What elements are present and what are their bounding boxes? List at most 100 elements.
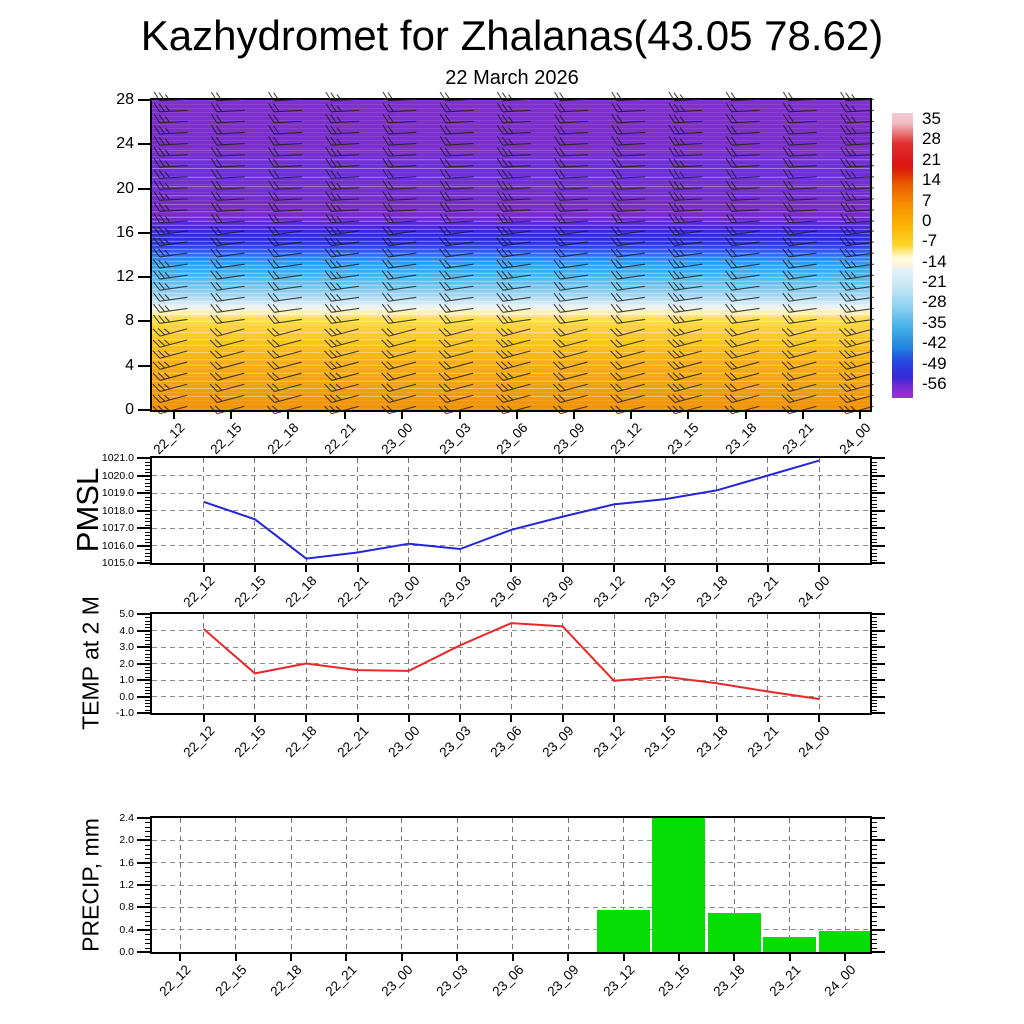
y-tick-label: 0.8 [119, 901, 134, 914]
precip-panel: 2.4 2.0 1.6 1.2 0.8 0.4 0.0 [119, 812, 885, 961]
wind-barb [839, 237, 874, 247]
v-gridline [203, 458, 205, 563]
wind-barb [667, 292, 703, 302]
top-x-tick [344, 412, 347, 419]
x-tick [459, 565, 462, 572]
y-tick-minor-right [872, 627, 877, 629]
wind-barb [153, 281, 188, 291]
wind-barb [210, 147, 245, 157]
wind-barb [725, 314, 760, 324]
wind-barb [495, 405, 531, 415]
wind-barb [268, 102, 303, 113]
wind-barb [839, 281, 874, 291]
wind-barb [325, 124, 360, 135]
y-tick-minor-right [872, 656, 877, 658]
colorbar-label: -49 [922, 353, 947, 373]
wind-barb [381, 394, 417, 404]
wind-barb [266, 361, 302, 370]
wind-barb [153, 213, 188, 224]
wind-barb [495, 383, 531, 393]
wind-barb [324, 405, 359, 415]
wind-barb [611, 91, 646, 102]
x-tick [818, 565, 821, 572]
wind-barb [438, 383, 474, 393]
y-tick-minor-right [872, 653, 877, 655]
h-gridline [152, 862, 870, 864]
x-tick [407, 565, 410, 572]
wind-barb [439, 292, 474, 302]
y-tick-major-right [872, 457, 885, 459]
y-tick-minor-left [145, 670, 150, 672]
y-tick-major-right [872, 951, 885, 953]
x-tick [622, 954, 625, 961]
wind-barb [667, 383, 703, 393]
pmsl-line [203, 459, 820, 560]
wind-barb [381, 339, 417, 348]
y-tick-minor-right [872, 482, 877, 484]
y-tick-minor-right [872, 486, 877, 487]
y-tick-minor-right [872, 496, 877, 498]
top-y-tick [138, 364, 150, 367]
wind-barb [496, 91, 531, 102]
y-tick-major-left [137, 509, 150, 512]
contour-line [152, 320, 870, 322]
wind-barb [668, 191, 703, 201]
y-tick-major-right [872, 646, 885, 648]
wind-barb [268, 158, 303, 168]
wind-barb [782, 202, 817, 212]
v-gridline [664, 458, 666, 563]
wind-barb [725, 191, 760, 201]
wind-barb [325, 191, 360, 201]
wind-barb [438, 405, 474, 415]
wind-barb [153, 180, 188, 190]
contour-line [152, 314, 870, 316]
wind-barb [781, 339, 817, 348]
y-tick-minor-left [145, 507, 150, 508]
wind-barb [496, 303, 531, 313]
top-y-tick [138, 409, 150, 411]
wind-barb [382, 158, 417, 168]
x-tick [356, 565, 359, 572]
y-tick-label: 1.0 [119, 674, 134, 686]
v-gridline [510, 458, 512, 563]
top-y-tick [138, 187, 150, 190]
wind-barb [782, 226, 817, 236]
wind-barb [552, 327, 588, 337]
wind-barb [496, 292, 531, 302]
wind-barb [152, 350, 188, 359]
y-tick-minor-left [145, 826, 150, 828]
wind-barb [554, 91, 589, 102]
wind-barb [782, 169, 817, 179]
y-tick-major-left [137, 679, 150, 681]
x-tick [613, 715, 615, 722]
temp-axis-title: TEMP at 2 M [77, 596, 104, 730]
contour-line [152, 168, 870, 170]
wind-barb [667, 339, 703, 348]
h-gridline [152, 906, 870, 908]
wind-barb [324, 259, 360, 269]
wind-barb [554, 213, 589, 224]
y-tick-minor-right [872, 507, 877, 508]
y-tick-minor-right [872, 709, 877, 711]
y-tick-minor-left [145, 549, 150, 550]
wind-barb [782, 102, 817, 113]
y-tick-major-right [872, 544, 885, 547]
wind-barb [381, 281, 417, 291]
wind-barb [724, 361, 760, 370]
wind-barb [439, 213, 474, 224]
y-tick-minor-left [145, 637, 150, 639]
x-tick [253, 565, 256, 572]
wind-barb [610, 226, 646, 236]
y-tick-minor-left [145, 503, 150, 505]
wind-barb [153, 158, 188, 168]
wind-barb [439, 102, 474, 113]
wind-barb [325, 102, 360, 113]
y-tick-minor-left [145, 514, 150, 515]
y-tick-minor-left [145, 889, 150, 891]
y-tick-label: 0.0 [119, 690, 134, 703]
v-gridline [567, 818, 569, 952]
y-tick-minor-left [145, 916, 150, 918]
wind-barb [267, 292, 302, 302]
y-tick-major-right [872, 629, 885, 632]
wind-barb [496, 158, 531, 168]
